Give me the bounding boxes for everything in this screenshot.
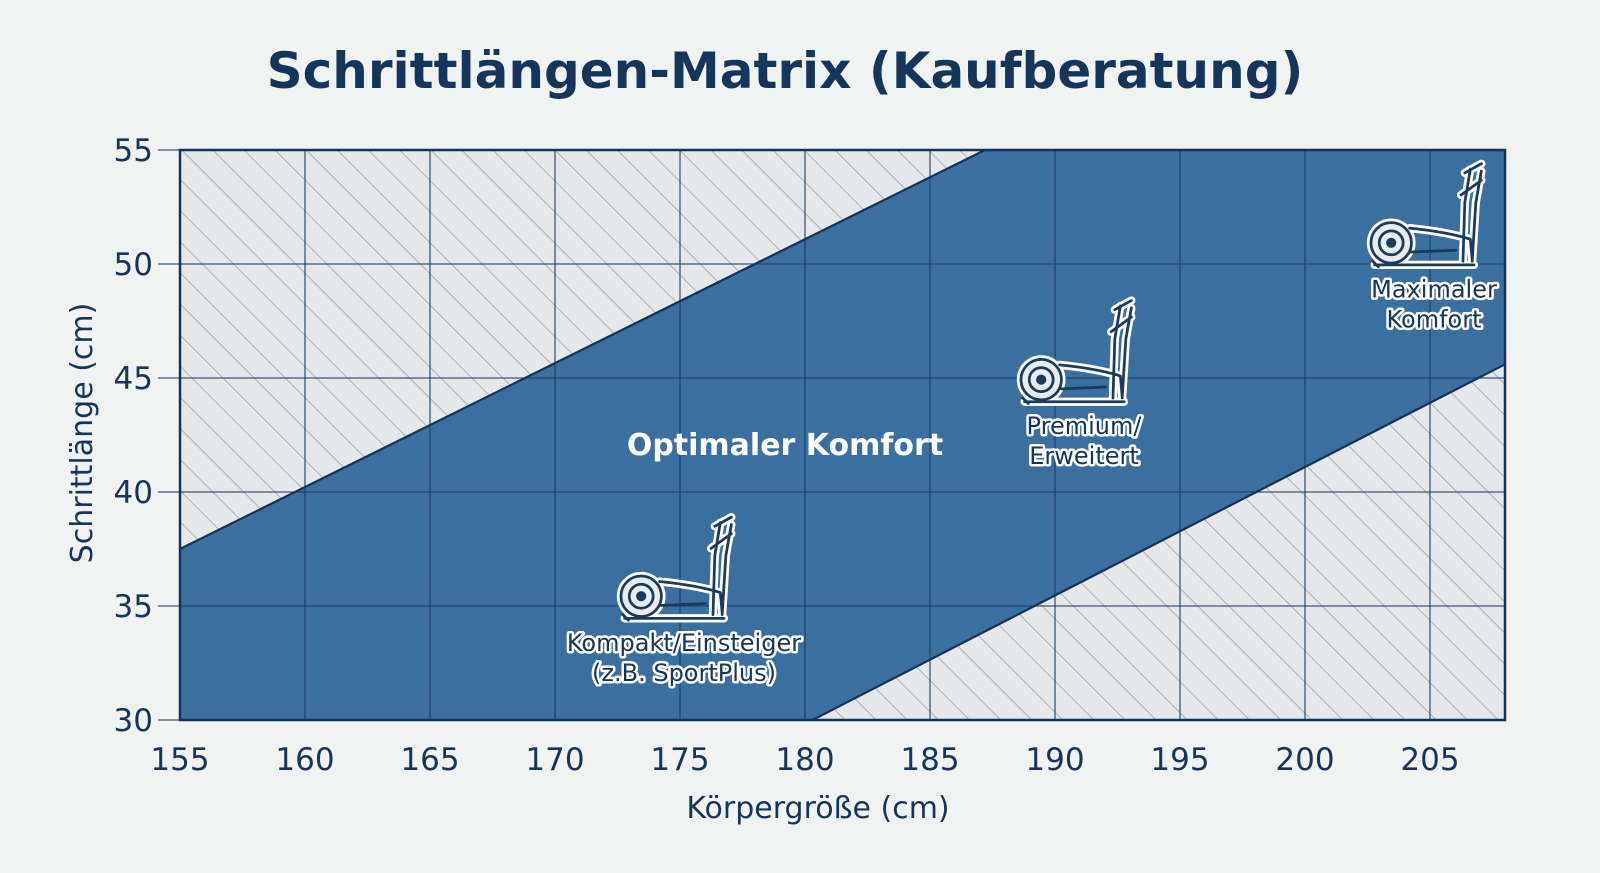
- model-marker: Premium/Erweitert: [1021, 301, 1145, 473]
- plot-area: Optimaler Komfort: [158, 148, 1507, 722]
- x-tick-label: 190: [1025, 742, 1084, 778]
- y-tick-label: 45: [114, 361, 153, 397]
- comfort-band: [180, 150, 1505, 720]
- x-tick-label: 195: [1150, 742, 1209, 778]
- x-tick-label: 165: [400, 742, 459, 778]
- x-tick-label: 185: [900, 742, 959, 778]
- model-label: Maximaler: [1371, 275, 1497, 303]
- x-tick-label: 205: [1400, 742, 1459, 778]
- band-label: Optimaler Komfort: [627, 428, 943, 463]
- model-marker: Kompakt/Einsteiger(z.B. SportPlus): [564, 517, 804, 689]
- model-label: Premium/: [1027, 412, 1143, 440]
- model-label: (z.B. SportPlus): [592, 659, 776, 687]
- y-tick-label: 50: [114, 247, 153, 283]
- plot-frame: [178, 148, 1507, 722]
- x-axis-ticks: 155 160 165 170 175 180 185 190 195 200 205: [150, 742, 1459, 778]
- y-axis-label: Schrittlänge (cm): [65, 303, 100, 564]
- model-label: Erweitert: [1029, 442, 1139, 470]
- model-label: Kompakt/Einsteiger: [567, 629, 801, 657]
- x-tick-label: 175: [650, 742, 709, 778]
- y-tick-label: 35: [114, 589, 153, 625]
- grid: [158, 149, 1505, 721]
- x-tick-label: 155: [150, 742, 209, 778]
- model-markers: Kompakt/Einsteiger(z.B. SportPlus) Premiu…: [564, 164, 1499, 689]
- y-tick-label: 30: [114, 703, 153, 739]
- x-tick-label: 180: [775, 742, 834, 778]
- model-label: Komfort: [1386, 305, 1481, 333]
- x-tick-label: 200: [1275, 742, 1334, 778]
- band-upper-edge: [179, 149, 986, 550]
- chart-title: Schrittlängen-Matrix (Kaufberatung): [267, 42, 1304, 100]
- x-axis-label: Körpergröße (cm): [686, 791, 949, 826]
- x-tick-label: 170: [525, 742, 584, 778]
- y-tick-label: 55: [114, 133, 153, 169]
- x-tick-label: 160: [275, 742, 334, 778]
- y-tick-label: 40: [114, 475, 153, 511]
- y-axis-ticks: 30 35 40 45 50 55: [114, 133, 153, 739]
- band-lower-edge: [811, 363, 1506, 721]
